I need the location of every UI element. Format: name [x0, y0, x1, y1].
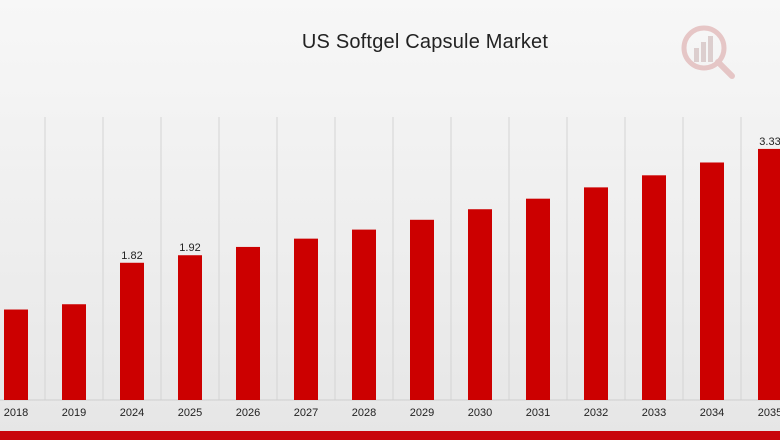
bar-2027: [294, 238, 318, 400]
bar-2030: [468, 209, 492, 400]
data-label: 3.33: [759, 136, 780, 148]
bar-2018: [4, 309, 28, 400]
x-tick-label: 2029: [410, 407, 434, 419]
bar-2025: [178, 255, 202, 400]
x-tick-label: 2034: [700, 407, 724, 419]
x-tick-label: 2030: [468, 407, 492, 419]
x-tick-label: 2035: [758, 407, 780, 419]
x-tick-label: 2031: [526, 407, 550, 419]
bar-2029: [410, 219, 434, 400]
bar-2026: [236, 246, 260, 400]
x-tick-label: 2018: [4, 407, 28, 419]
data-label: 1.92: [179, 242, 200, 254]
bar-2033: [642, 175, 666, 400]
x-tick-label: 2027: [294, 407, 318, 419]
bar-2028: [352, 229, 376, 400]
bar-2019: [62, 304, 86, 400]
market-research-logo-icon: [681, 25, 735, 79]
bar-2032: [584, 187, 608, 400]
data-label: 1.82: [121, 250, 142, 262]
bar-2034: [700, 162, 724, 400]
x-tick-label: 2028: [352, 407, 376, 419]
x-tick-label: 2025: [178, 407, 202, 419]
x-tick-label: 2024: [120, 407, 144, 419]
chart-title: US Softgel Capsule Market: [301, 31, 549, 53]
x-tick-label: 2026: [236, 407, 260, 419]
bars: [4, 148, 780, 400]
x-tick-label: 2033: [642, 407, 666, 419]
x-axis-ticks: 2018 2019 2024 2025 2026 2027 2028 2029 2030 2031…: [4, 407, 780, 419]
bar-2024: [120, 262, 144, 400]
x-tick-label: 2019: [62, 407, 86, 419]
data-labels: 1.82 1.92 3.33: [121, 136, 780, 262]
x-tick-label: 2032: [584, 407, 608, 419]
bar-2035: [758, 148, 780, 400]
bar-2031: [526, 198, 550, 400]
footer-accent-bar: [0, 431, 780, 440]
